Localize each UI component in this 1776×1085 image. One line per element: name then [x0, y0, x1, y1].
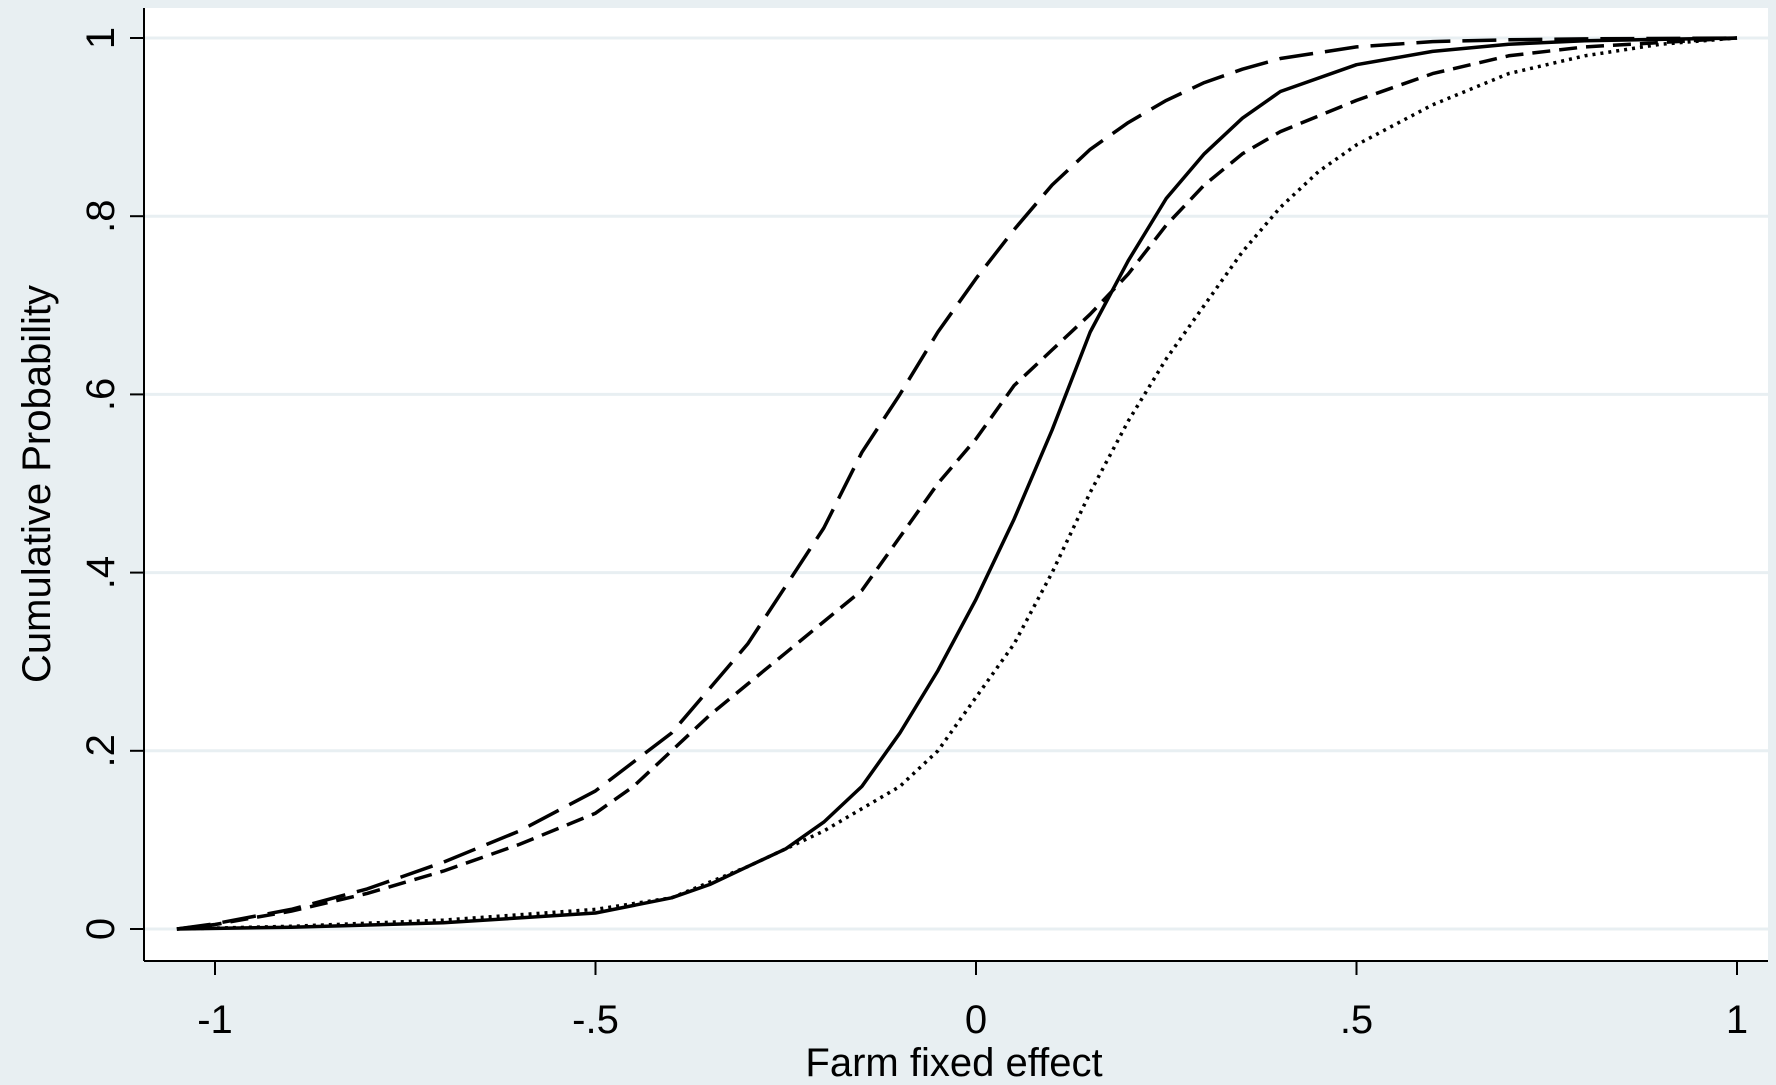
series-line-short-dash [176, 36, 1738, 931]
gridlines [144, 36, 1768, 931]
x-tick-label: .5 [1340, 998, 1373, 1042]
y-tick-label: .6 [79, 378, 123, 411]
x-axis-title: Farm fixed effect [805, 1041, 1102, 1085]
x-axis-ticks: -1 -.5 0 .5 1 [197, 961, 1748, 1042]
x-tick-label: 0 [965, 998, 987, 1042]
y-tick-label: .8 [79, 200, 123, 233]
series-line-solid [176, 36, 1738, 931]
y-tick-label: .2 [79, 734, 123, 767]
plot-area [144, 8, 1768, 961]
y-axis-ticks: 0 .2 .4 .6 .8 1 [79, 27, 144, 940]
y-tick-label: 1 [79, 27, 123, 49]
y-axis-title: Cumulative Probability [15, 285, 59, 683]
x-tick-label: -1 [197, 998, 233, 1042]
y-tick-label: 0 [79, 918, 123, 940]
x-tick-label: 1 [1726, 998, 1748, 1042]
series-lines [176, 36, 1738, 931]
series-line-dotted [176, 36, 1738, 931]
x-tick-label: -.5 [572, 998, 619, 1042]
y-tick-label: .4 [79, 556, 123, 589]
